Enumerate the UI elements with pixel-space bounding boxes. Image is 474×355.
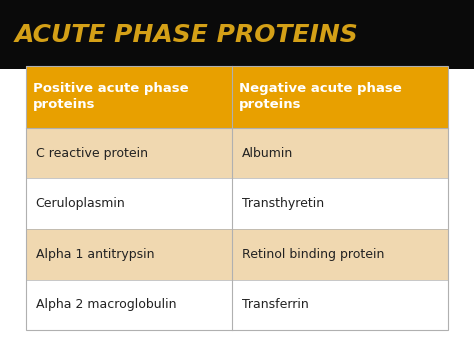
Text: Alpha 2 macroglobulin: Alpha 2 macroglobulin	[36, 298, 176, 311]
Text: Ceruloplasmin: Ceruloplasmin	[36, 197, 125, 210]
Text: Alpha 1 antitrypsin: Alpha 1 antitrypsin	[36, 248, 154, 261]
Text: Transferrin: Transferrin	[242, 298, 309, 311]
Text: Transthyretin: Transthyretin	[242, 197, 324, 210]
Text: Negative acute phase
proteins: Negative acute phase proteins	[239, 82, 402, 111]
Text: C reactive protein: C reactive protein	[36, 147, 147, 160]
FancyBboxPatch shape	[26, 229, 448, 280]
FancyBboxPatch shape	[0, 0, 474, 69]
FancyBboxPatch shape	[26, 128, 448, 178]
FancyBboxPatch shape	[26, 280, 448, 330]
FancyBboxPatch shape	[26, 178, 448, 229]
FancyBboxPatch shape	[26, 66, 448, 128]
Text: Retinol binding protein: Retinol binding protein	[242, 248, 384, 261]
Text: ACUTE PHASE PROTEINS: ACUTE PHASE PROTEINS	[14, 23, 358, 47]
Text: Albumin: Albumin	[242, 147, 293, 160]
Text: Positive acute phase
proteins: Positive acute phase proteins	[33, 82, 189, 111]
